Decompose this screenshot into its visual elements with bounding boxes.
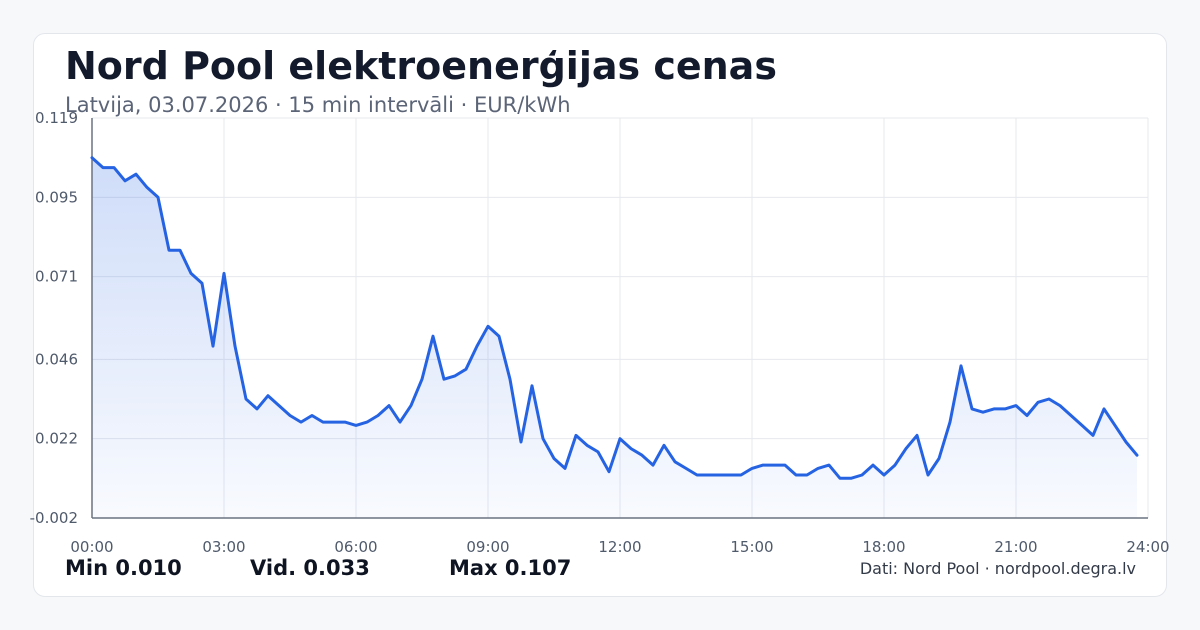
tick-labels: -0.002 0.022 0.046 0.071 0.095 0.119 00:00 03:0… <box>30 109 1170 556</box>
stat-average: Vid. 0.033 <box>250 556 370 580</box>
x-tick-label: 15:00 <box>730 538 773 556</box>
y-tick-label: 0.095 <box>35 188 78 206</box>
area-fill-layer <box>92 157 1137 518</box>
series-line <box>90 156 1139 480</box>
x-tick-label: 21:00 <box>994 538 1037 556</box>
page-subtitle: Latvija, 03.07.2026 · 15 min intervāli ·… <box>65 93 571 117</box>
axes <box>91 118 1148 519</box>
y-tick-label: 0.046 <box>35 350 78 368</box>
x-tick-label: 12:00 <box>598 538 641 556</box>
series-area <box>92 157 1137 518</box>
x-tick-label: 00:00 <box>70 538 113 556</box>
stat-min: Min 0.010 <box>65 556 182 580</box>
x-tick-label: 18:00 <box>862 538 905 556</box>
page-title: Nord Pool elektroenerģijas cenas <box>65 44 777 88</box>
x-tick-label: 06:00 <box>334 538 377 556</box>
y-tick-label: 0.022 <box>35 430 78 448</box>
x-tick-label: 09:00 <box>466 538 509 556</box>
series-line-layer <box>90 156 1139 480</box>
x-tick-label: 24:00 <box>1126 538 1169 556</box>
data-credit: Dati: Nord Pool · nordpool.degra.lv <box>859 559 1136 578</box>
stat-max: Max 0.107 <box>449 556 572 580</box>
y-tick-label: 0.119 <box>35 109 78 127</box>
y-tick-label: 0.071 <box>35 268 78 286</box>
y-tick-label: -0.002 <box>30 509 78 527</box>
x-tick-label: 03:00 <box>202 538 245 556</box>
